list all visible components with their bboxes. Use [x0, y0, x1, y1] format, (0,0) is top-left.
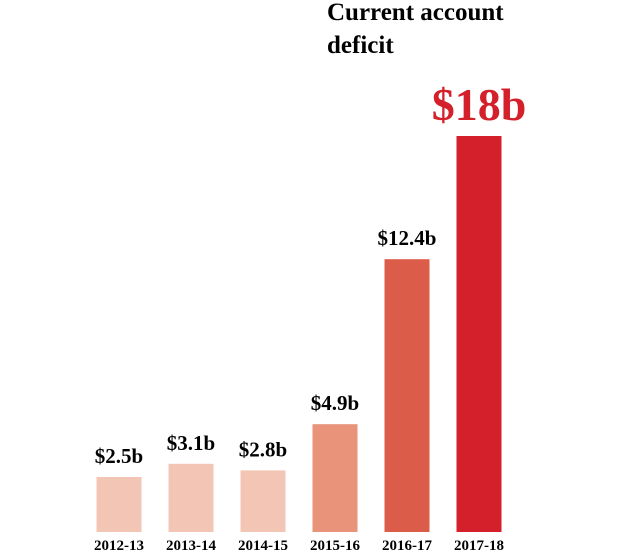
bar-2017-18	[456, 136, 502, 532]
x-tick-label-2013-14: 2013-14	[166, 538, 216, 553]
data-label-2016-17: $12.4b	[378, 226, 437, 250]
data-label-2015-16: $4.9b	[311, 391, 359, 415]
bar-2014-15	[240, 470, 286, 532]
bar-2016-17	[384, 259, 430, 532]
x-tick-label-2017-18: 2017-18	[454, 538, 504, 553]
x-tick-label-2016-17: 2016-17	[382, 538, 432, 553]
bar-2015-16	[312, 424, 358, 532]
chart-title-line-2: deficit	[327, 32, 394, 59]
data-label-2012-13: $2.5b	[95, 444, 143, 468]
data-label-2017-18: $18b	[432, 79, 527, 130]
data-label-2014-15: $2.8b	[239, 437, 287, 461]
bar-2012-13	[96, 477, 142, 532]
chart-title-line-1: Current account	[327, 0, 504, 26]
bar-2013-14	[168, 463, 214, 532]
data-label-2013-14: $3.1b	[167, 431, 215, 455]
x-tick-label-2015-16: 2015-16	[310, 538, 360, 553]
x-tick-label-2014-15: 2014-15	[238, 538, 288, 553]
x-tick-label-2012-13: 2012-13	[94, 538, 144, 553]
